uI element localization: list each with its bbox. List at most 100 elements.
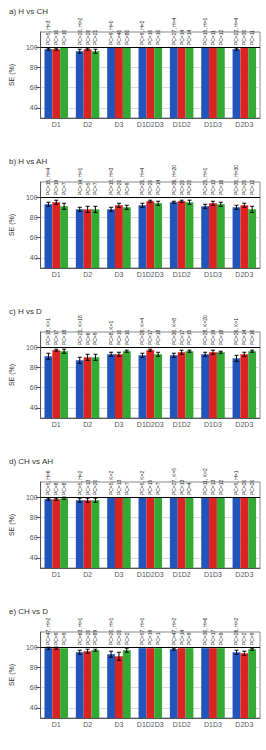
svg-text:PC=89: PC=89 (92, 630, 98, 646)
svg-text:PC=17: PC=17 (147, 330, 153, 346)
svg-text:PC=30, K=8: PC=30, K=8 (171, 318, 177, 345)
svg-text:100: 100 (26, 344, 38, 351)
svg-text:PC=30, H=30: PC=30, H=30 (233, 165, 239, 196)
svg-text:PC=9: PC=9 (92, 332, 98, 345)
svg-text:PC=10: PC=10 (155, 30, 161, 46)
svg-text:SE (%): SE (%) (8, 364, 16, 386)
svg-text:PC=7: PC=7 (155, 482, 161, 495)
svg-text:PC=2: PC=2 (241, 632, 247, 645)
svg-text:PC=18: PC=18 (218, 330, 224, 346)
svg-text:PC=7: PC=7 (61, 182, 67, 195)
svg-text:D1D3: D1D3 (204, 421, 222, 428)
svg-text:PC=20: PC=20 (116, 180, 122, 196)
svg-text:PC=21: PC=21 (92, 30, 98, 46)
svg-text:60: 60 (30, 534, 38, 541)
svg-text:PC=13: PC=13 (210, 480, 216, 496)
svg-text:D1: D1 (52, 271, 61, 278)
svg-text:PC=20: PC=20 (249, 480, 255, 496)
svg-text:PC=4: PC=4 (186, 482, 192, 495)
svg-text:60: 60 (30, 684, 38, 691)
svg-text:D3: D3 (114, 721, 123, 728)
svg-text:D1D2: D1D2 (173, 271, 191, 278)
svg-text:PC=9: PC=9 (249, 632, 255, 645)
svg-text:PC=5, H=3: PC=5, H=3 (45, 20, 51, 45)
svg-text:PC=10: PC=10 (53, 30, 59, 46)
svg-text:PC=10: PC=10 (61, 30, 67, 46)
svg-text:D3: D3 (114, 271, 123, 278)
svg-text:PC=19: PC=19 (210, 330, 216, 346)
svg-text:PC=20: PC=20 (85, 30, 91, 46)
svg-text:PC=27, K=5: PC=27, K=5 (171, 468, 177, 495)
svg-text:PC=30: PC=30 (241, 30, 247, 46)
svg-text:PC=15: PC=15 (186, 330, 192, 346)
svg-text:PC=27, H=4: PC=27, H=4 (171, 17, 177, 45)
svg-text:PC=18: PC=18 (61, 330, 67, 346)
svg-text:D2: D2 (83, 721, 92, 728)
svg-text:80: 80 (30, 664, 38, 671)
svg-text:D1D2D3: D1D2D3 (137, 121, 164, 128)
svg-text:PC=13: PC=13 (85, 480, 91, 496)
svg-text:PC=20: PC=20 (241, 480, 247, 496)
svg-text:PC=26, K=1: PC=26, K=1 (233, 318, 239, 345)
svg-text:PC=40: PC=40 (116, 30, 122, 46)
svg-text:D2D3: D2D3 (235, 121, 253, 128)
svg-text:PC=20, H=4: PC=20, H=4 (139, 167, 145, 195)
svg-text:PC=13: PC=13 (210, 180, 216, 196)
svg-text:PC=9: PC=9 (218, 632, 224, 645)
svg-text:PC=16: PC=16 (249, 330, 255, 346)
svg-text:D1: D1 (52, 421, 61, 428)
svg-text:D1D2: D1D2 (173, 571, 191, 578)
svg-text:80: 80 (30, 364, 38, 371)
svg-text:PC=47, H=2: PC=47, H=2 (45, 617, 51, 645)
svg-text:PC=14: PC=14 (179, 30, 185, 46)
svg-text:PC=17: PC=17 (210, 630, 216, 646)
svg-text:PC=18, K=1: PC=18, K=1 (45, 318, 51, 345)
svg-text:PC=5, K=2: PC=5, K=2 (139, 470, 145, 495)
svg-text:SE (%): SE (%) (8, 664, 16, 686)
svg-text:PC=80: PC=80 (124, 30, 130, 46)
svg-text:PC=17: PC=17 (53, 330, 59, 346)
svg-text:e) CH vs D: e) CH vs D (9, 607, 48, 616)
svg-text:PC=20, H=2: PC=20, H=2 (77, 17, 83, 45)
svg-text:PC=11: PC=11 (210, 30, 216, 45)
svg-text:PC=17: PC=17 (179, 330, 185, 346)
svg-text:PC=9, H=2: PC=9, H=2 (139, 20, 145, 45)
svg-text:60: 60 (30, 384, 38, 391)
svg-text:100: 100 (26, 494, 38, 501)
svg-text:D3: D3 (114, 421, 123, 428)
svg-text:D1: D1 (52, 121, 61, 128)
svg-text:PC=15, H=1: PC=15, H=1 (202, 17, 208, 45)
svg-text:PC=13: PC=13 (179, 480, 185, 496)
svg-text:60: 60 (30, 84, 38, 91)
svg-text:D3: D3 (114, 571, 123, 578)
svg-text:PC=14: PC=14 (241, 330, 247, 346)
svg-text:PC=9, H=0: PC=9, H=0 (108, 20, 114, 45)
svg-text:PC=14: PC=14 (155, 180, 161, 196)
svg-text:PC=5, H=1: PC=5, H=1 (233, 470, 239, 495)
svg-text:PC=8, K=1: PC=8, K=1 (108, 320, 114, 345)
svg-text:D1: D1 (52, 571, 61, 578)
svg-text:SE (%): SE (%) (8, 64, 16, 86)
svg-text:40: 40 (30, 704, 38, 711)
svg-text:PC=8: PC=8 (61, 482, 67, 495)
svg-text:100: 100 (26, 194, 38, 201)
svg-text:PC=7: PC=7 (124, 482, 130, 495)
svg-text:PC=20: PC=20 (116, 630, 122, 646)
svg-text:c) H vs D: c) H vs D (9, 307, 42, 316)
svg-text:40: 40 (30, 554, 38, 561)
svg-text:D1D3: D1D3 (204, 121, 222, 128)
svg-text:PC=5, H=6: PC=5, H=6 (45, 470, 51, 495)
svg-text:PC=14: PC=14 (186, 30, 192, 46)
svg-text:PC=26, H=2: PC=26, H=2 (233, 617, 239, 645)
svg-text:D1D2D3: D1D2D3 (137, 271, 164, 278)
svg-text:PC=11, K=2: PC=11, K=2 (202, 468, 208, 495)
svg-text:D2D3: D2D3 (235, 721, 253, 728)
svg-text:80: 80 (30, 214, 38, 221)
svg-text:D1D2: D1D2 (173, 721, 191, 728)
svg-text:80: 80 (30, 64, 38, 71)
svg-text:40: 40 (30, 104, 38, 111)
svg-text:PC=20: PC=20 (241, 180, 247, 196)
svg-text:PC=8: PC=8 (53, 482, 59, 495)
svg-text:PC=9: PC=9 (53, 632, 59, 645)
svg-text:PC=15: PC=15 (147, 480, 153, 496)
